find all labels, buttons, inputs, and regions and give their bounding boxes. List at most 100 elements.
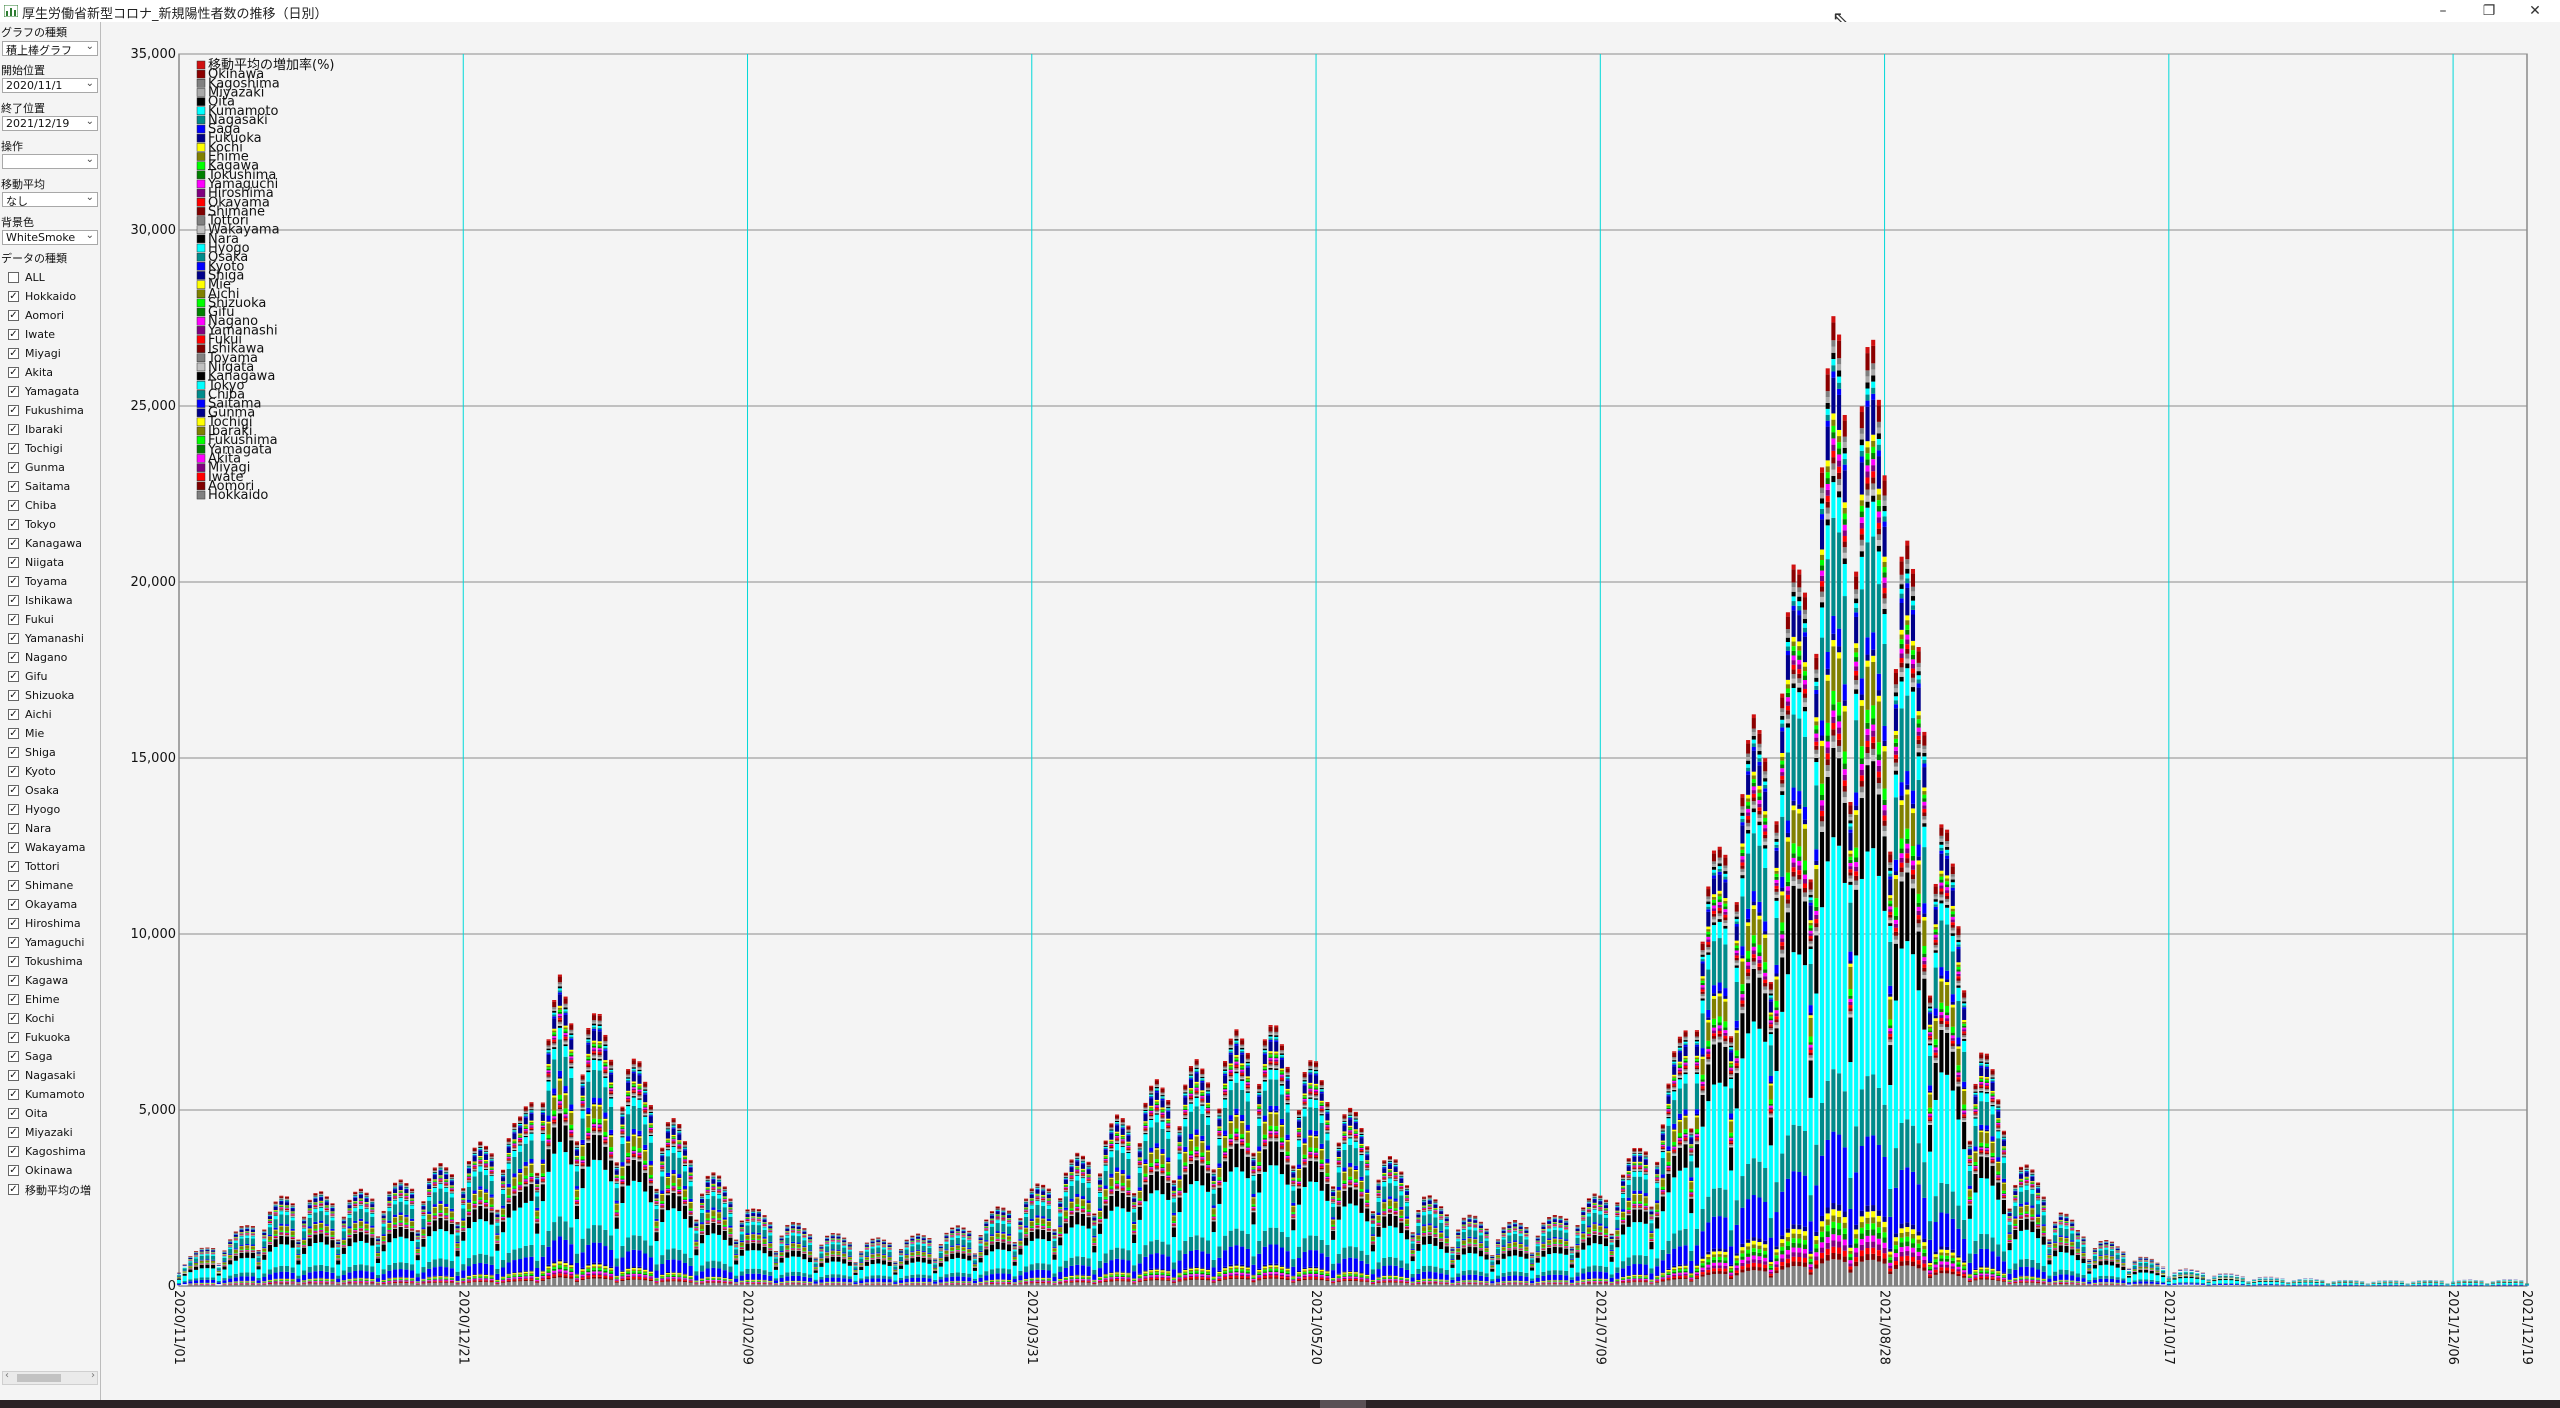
series-checkbox-kanagawa[interactable]: ✓ Kanagawa: [8, 534, 82, 553]
series-checkbox-kagoshima[interactable]: ✓ Kagoshima: [8, 1142, 86, 1161]
series-checkbox-tokushima[interactable]: ✓ Tokushima: [8, 952, 83, 971]
series-checkbox-kumamoto[interactable]: ✓ Kumamoto: [8, 1085, 85, 1104]
scrollbar-thumb[interactable]: [17, 1374, 61, 1382]
checkbox[interactable]: ✓: [8, 994, 19, 1005]
series-checkbox-shimane[interactable]: ✓ Shimane: [8, 876, 73, 895]
checkbox[interactable]: ✓: [8, 500, 19, 511]
series-checkbox-akita[interactable]: ✓ Akita: [8, 363, 53, 382]
checkbox[interactable]: ✓: [8, 899, 19, 910]
series-checkbox-ibaraki[interactable]: ✓ Ibaraki: [8, 420, 63, 439]
checkbox[interactable]: ✓: [8, 1032, 19, 1043]
checkbox[interactable]: ✓: [8, 1051, 19, 1062]
checkbox[interactable]: ✓: [8, 861, 19, 872]
series-checkbox-gunma[interactable]: ✓ Gunma: [8, 458, 65, 477]
series-checkbox-toyama[interactable]: ✓ Toyama: [8, 572, 67, 591]
checkbox[interactable]: ✓: [8, 291, 19, 302]
series-checkbox-tottori[interactable]: ✓ Tottori: [8, 857, 60, 876]
series-checkbox-niigata[interactable]: ✓ Niigata: [8, 553, 64, 572]
series-checkbox-oita[interactable]: ✓ Oita: [8, 1104, 48, 1123]
checkbox[interactable]: ✓: [8, 1146, 19, 1157]
series-checkbox-okinawa[interactable]: ✓ Okinawa: [8, 1161, 73, 1180]
series-checkbox-hokkaido[interactable]: ✓ Hokkaido: [8, 287, 76, 306]
checkbox[interactable]: ✓: [8, 785, 19, 796]
checkbox[interactable]: ✓: [8, 766, 19, 777]
checkbox[interactable]: ✓: [8, 880, 19, 891]
series-checkbox--[interactable]: ✓ 移動平均の増: [8, 1180, 91, 1199]
checkbox[interactable]: ✓: [8, 462, 19, 473]
series-checkbox-wakayama[interactable]: ✓ Wakayama: [8, 838, 86, 857]
series-checkbox-aichi[interactable]: ✓ Aichi: [8, 705, 52, 724]
checkbox[interactable]: ✓: [8, 842, 19, 853]
checkbox[interactable]: ✓: [8, 823, 19, 834]
series-checkbox-yamaguchi[interactable]: ✓ Yamaguchi: [8, 933, 84, 952]
checkbox[interactable]: ✓: [8, 386, 19, 397]
checkbox[interactable]: ✓: [8, 614, 19, 625]
end-position-select[interactable]: 2021/12/19 ⌄: [2, 116, 98, 131]
series-checkbox-kochi[interactable]: ✓ Kochi: [8, 1009, 54, 1028]
series-checkbox-iwate[interactable]: ✓ Iwate: [8, 325, 55, 344]
series-checkbox-nara[interactable]: ✓ Nara: [8, 819, 51, 838]
checkbox[interactable]: ✓: [8, 310, 19, 321]
checkbox[interactable]: ✓: [8, 690, 19, 701]
checkbox[interactable]: ✓: [8, 1184, 19, 1195]
series-checkbox-tokyo[interactable]: ✓ Tokyo: [8, 515, 56, 534]
series-checkbox-tochigi[interactable]: ✓ Tochigi: [8, 439, 63, 458]
operation-select[interactable]: ⌄: [2, 154, 98, 169]
series-checkbox-okayama[interactable]: ✓ Okayama: [8, 895, 77, 914]
series-checkbox-saitama[interactable]: ✓ Saitama: [8, 477, 70, 496]
checkbox[interactable]: ✓: [8, 709, 19, 720]
series-checkbox-fukuoka[interactable]: ✓ Fukuoka: [8, 1028, 70, 1047]
series-checkbox-shizuoka[interactable]: ✓ Shizuoka: [8, 686, 74, 705]
checkbox[interactable]: ✓: [8, 1108, 19, 1119]
series-checkbox-yamanashi[interactable]: ✓ Yamanashi: [8, 629, 84, 648]
series-checkbox-shiga[interactable]: ✓ Shiga: [8, 743, 56, 762]
sidebar-horizontal-scrollbar[interactable]: ‹ ›: [2, 1370, 98, 1385]
restore-button[interactable]: ❐: [2482, 3, 2496, 19]
series-checkbox-kyoto[interactable]: ✓ Kyoto: [8, 762, 56, 781]
checkbox[interactable]: ✓: [8, 975, 19, 986]
series-checkbox-aomori[interactable]: ✓ Aomori: [8, 306, 64, 325]
series-checkbox-fukushima[interactable]: ✓ Fukushima: [8, 401, 84, 420]
series-checkbox-gifu[interactable]: ✓ Gifu: [8, 667, 47, 686]
checkbox[interactable]: ✓: [8, 538, 19, 549]
checkbox[interactable]: ✓: [8, 728, 19, 739]
checkbox[interactable]: ✓: [8, 956, 19, 967]
checkbox[interactable]: ✓: [8, 595, 19, 606]
checkbox[interactable]: ✓: [8, 804, 19, 815]
checkbox[interactable]: ✓: [8, 1127, 19, 1138]
checkbox[interactable]: ✓: [8, 519, 19, 530]
scroll-left-icon[interactable]: ‹: [5, 1370, 9, 1381]
checkbox[interactable]: ✓: [8, 481, 19, 492]
checkbox[interactable]: ✓: [8, 652, 19, 663]
series-checkbox-all[interactable]: ALL: [8, 268, 45, 287]
checkbox[interactable]: ✓: [8, 937, 19, 948]
checkbox[interactable]: ✓: [8, 1165, 19, 1176]
checkbox[interactable]: ✓: [8, 1089, 19, 1100]
series-checkbox-hyogo[interactable]: ✓ Hyogo: [8, 800, 60, 819]
series-checkbox-mie[interactable]: ✓ Mie: [8, 724, 44, 743]
start-position-select[interactable]: 2020/11/1 ⌄: [2, 78, 98, 93]
series-checkbox-nagasaki[interactable]: ✓ Nagasaki: [8, 1066, 76, 1085]
series-checkbox-ehime[interactable]: ✓ Ehime: [8, 990, 59, 1009]
checkbox[interactable]: ✓: [8, 1070, 19, 1081]
series-checkbox-miyazaki[interactable]: ✓ Miyazaki: [8, 1123, 73, 1142]
checkbox[interactable]: ✓: [8, 918, 19, 929]
checkbox[interactable]: ✓: [8, 405, 19, 416]
checkbox[interactable]: ✓: [8, 671, 19, 682]
close-button[interactable]: ✕: [2529, 3, 2541, 19]
series-checkbox-chiba[interactable]: ✓ Chiba: [8, 496, 56, 515]
minimize-button[interactable]: –: [2439, 3, 2447, 19]
checkbox[interactable]: ✓: [8, 424, 19, 435]
series-checkbox-fukui[interactable]: ✓ Fukui: [8, 610, 54, 629]
scroll-right-icon[interactable]: ›: [91, 1370, 95, 1381]
series-checkbox-nagano[interactable]: ✓ Nagano: [8, 648, 67, 667]
checkbox[interactable]: ✓: [8, 747, 19, 758]
checkbox[interactable]: ✓: [8, 576, 19, 587]
series-checkbox-hiroshima[interactable]: ✓ Hiroshima: [8, 914, 81, 933]
checkbox[interactable]: ✓: [8, 1013, 19, 1024]
series-checkbox-yamagata[interactable]: ✓ Yamagata: [8, 382, 79, 401]
checkbox[interactable]: ✓: [8, 348, 19, 359]
checkbox[interactable]: ✓: [8, 329, 19, 340]
checkbox[interactable]: [8, 272, 19, 283]
background-color-select[interactable]: WhiteSmoke ⌄: [2, 230, 98, 245]
